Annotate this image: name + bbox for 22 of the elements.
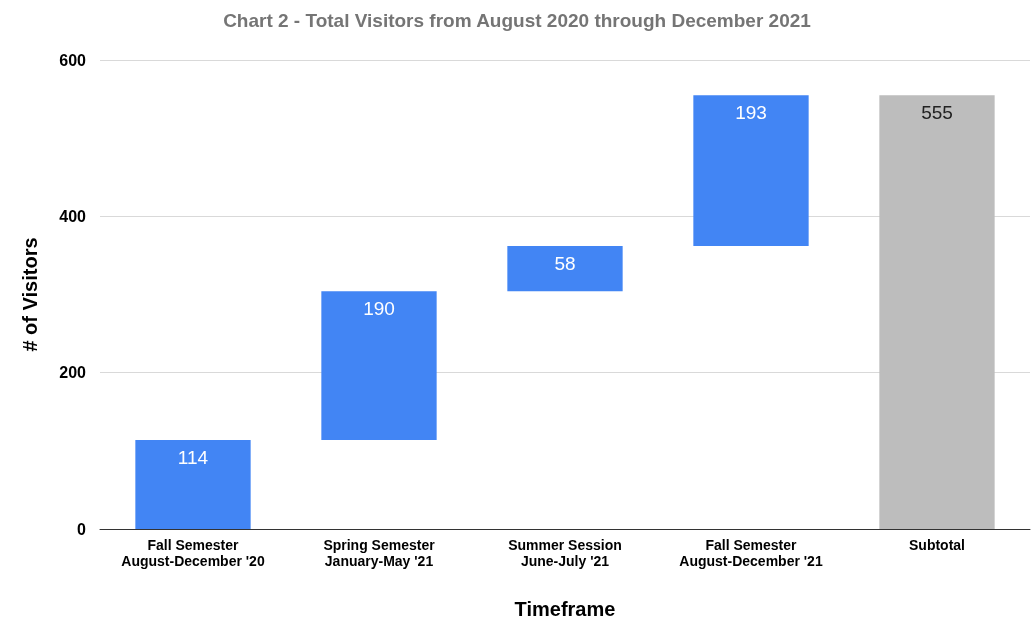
data-label: 190 <box>363 298 395 320</box>
y-tick-label: 400 <box>59 207 87 225</box>
x-tick-label: Summer Session June-July '21 <box>508 537 622 569</box>
x-tick-label: Spring Semester January-May '21 <box>323 537 436 569</box>
bar <box>135 439 251 529</box>
y-tick-label: 200 <box>59 364 87 382</box>
bar <box>693 95 809 247</box>
x-axis-title: Timeframe <box>514 598 616 620</box>
x-tick-label: Fall Semester August-December '21 <box>679 537 823 569</box>
x-tick-label: Fall Semester August-December '20 <box>121 537 265 569</box>
data-label: 58 <box>554 253 576 275</box>
chart-title: Chart 2 - Total Visitors from August 2020 through December 2021 <box>223 10 812 31</box>
data-label: 555 <box>921 102 953 124</box>
y-axis-title: # of Visitors <box>19 237 41 352</box>
y-tick-label: 600 <box>59 51 87 69</box>
bar <box>321 291 437 440</box>
y-tick-label: 0 <box>77 520 87 538</box>
data-label: 193 <box>735 102 767 124</box>
bar <box>507 246 623 292</box>
x-tick-label: Subtotal <box>909 537 965 553</box>
bar <box>879 95 995 529</box>
data-label: 114 <box>177 446 209 468</box>
